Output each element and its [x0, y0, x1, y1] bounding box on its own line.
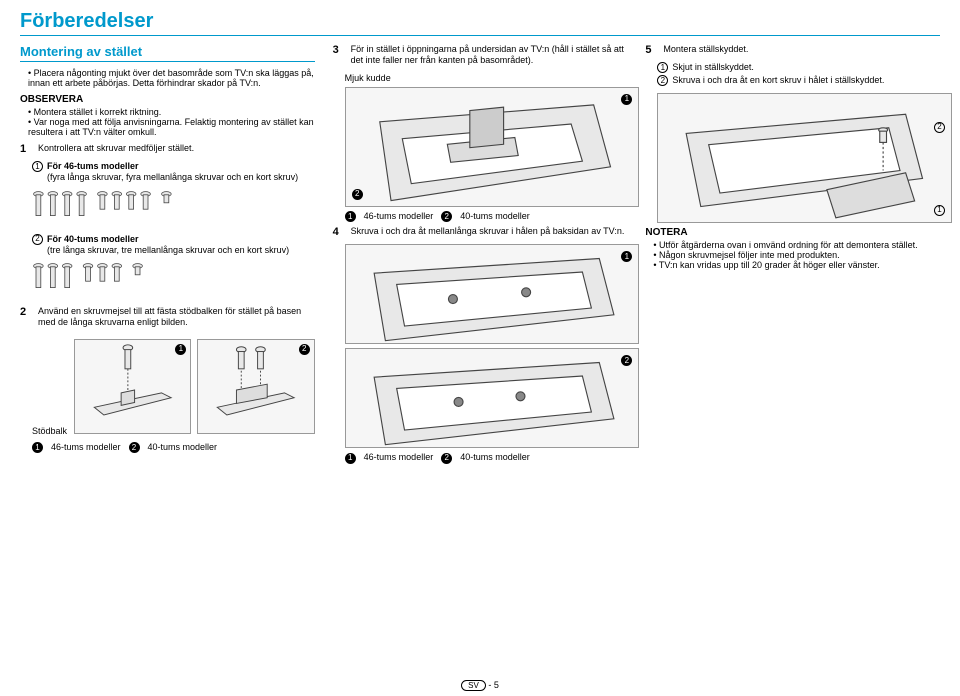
- step-1a-label: För 46-tums modeller: [47, 161, 139, 171]
- step-1b-desc: (tre långa skruvar, tre mellanlånga skru…: [47, 245, 289, 255]
- step2-diagram-row: Stödbalk 1 2: [32, 335, 315, 438]
- observera-bullet-1: Montera stället i korrekt riktning.: [28, 107, 315, 117]
- step-1a-desc: (fyra långa skruvar, fyra mellanlånga sk…: [47, 172, 298, 182]
- column-2: 3 För in stället i öppningarna på unders…: [333, 44, 628, 468]
- step-5: 5 Montera ställskyddet.: [645, 44, 940, 56]
- step-5-sub: 1 Skjut in ställskyddet. 2 Skruva i och dr…: [645, 62, 940, 87]
- notera-1: Utför åtgärderna ovan i omvänd ordning f…: [653, 240, 940, 250]
- observera-bullet-2: Var noga med att följa anvisningarna. Fe…: [28, 117, 315, 137]
- filled-2: 2: [299, 344, 310, 355]
- observera-label: OBSERVERA: [20, 94, 315, 105]
- s5-sub1: Skjut in ställskyddet.: [672, 62, 754, 73]
- step-1b-label: För 40-tums modeller: [47, 234, 139, 244]
- diagram-step5: 2 1: [657, 93, 952, 223]
- s5-sub2: Skruva i och dra åt en kort skruv i håle…: [672, 75, 884, 86]
- intro-bullet-1: Placera någonting mjukt över det basområ…: [28, 68, 315, 88]
- step-2-text: Använd en skruvmejsel till att fästa stö…: [38, 306, 315, 329]
- screws-46-svg: [32, 190, 208, 222]
- page-title: Förberedelser: [20, 10, 940, 36]
- intro-bullets: Placera någonting mjukt över det basområ…: [20, 68, 315, 88]
- step-2: 2 Använd en skruvmejsel till att fästa s…: [20, 306, 315, 329]
- step-3: 3 För in stället i öppningarna på unders…: [333, 44, 628, 67]
- d3-2: 2: [352, 189, 363, 200]
- notera-bullets: Utför åtgärderna ovan i omvänd ordning f…: [645, 240, 940, 270]
- d5-1: 1: [934, 205, 945, 216]
- filled-1: 1: [175, 344, 186, 355]
- cap-filled-1: 1: [32, 442, 43, 453]
- step2-caption: 1 46-tums modeller 2 40-tums modeller: [32, 442, 315, 454]
- screws-46: [32, 190, 315, 224]
- content-columns: Montering av stället Placera någonting m…: [20, 44, 940, 468]
- step-5-num: 5: [645, 44, 657, 56]
- cap-40: 40-tums modeller: [148, 442, 218, 452]
- footer-code: SV: [461, 680, 486, 691]
- step-1: 1 Kontrollera att skruvar medföljer stäl…: [20, 143, 315, 155]
- notera-3: TV:n kan vridas upp till 20 grader åt hö…: [653, 260, 940, 270]
- step-4-num: 4: [333, 226, 345, 238]
- screws-40-svg: [32, 262, 176, 294]
- diagram-step2-a: 1: [74, 339, 191, 434]
- step-5-text: Montera ställskyddet.: [663, 44, 940, 56]
- callout-2: 2: [32, 234, 43, 245]
- s5-sub1-num: 1: [657, 62, 668, 73]
- step-1a: 1 För 46-tums modeller (fyra långa skruv…: [20, 161, 315, 184]
- column-3: 5 Montera ställskyddet. 1 Skjut in ställs…: [645, 44, 940, 468]
- step-3-text: För in stället i öppningarna på undersid…: [351, 44, 628, 67]
- s5-sub2-num: 2: [657, 75, 668, 86]
- notera-2: Någon skruvmejsel följer inte med produk…: [653, 250, 940, 260]
- step-2-num: 2: [20, 306, 32, 329]
- step-1b: 2 För 40-tums modeller (tre långa skruva…: [20, 234, 315, 257]
- step-4: 4 Skruva i och dra åt mellanlånga skruva…: [333, 226, 628, 238]
- diagram-step2-b: 2: [197, 339, 314, 434]
- subtitle: Montering av stället: [20, 44, 315, 62]
- step-1-text: Kontrollera att skruvar medföljer ställe…: [38, 143, 315, 155]
- step-1-num: 1: [20, 143, 32, 155]
- screws-40: [32, 262, 315, 296]
- column-1: Montering av stället Placera någonting m…: [20, 44, 315, 468]
- mjuk-label: Mjuk kudde: [345, 73, 628, 83]
- callout-1: 1: [32, 161, 43, 172]
- diagram-step3: 1 2: [345, 87, 640, 207]
- cap-filled-2: 2: [129, 442, 140, 453]
- step-3-num: 3: [333, 44, 345, 67]
- cap-46: 46-tums modeller: [51, 442, 121, 452]
- diagram-step4-b: 2: [345, 348, 640, 448]
- d3-1: 1: [621, 94, 632, 105]
- d5-2: 2: [934, 122, 945, 133]
- stodbalk-label: Stödbalk: [32, 426, 68, 436]
- footer-page: 5: [494, 680, 499, 690]
- footer: SV - 5: [0, 680, 960, 690]
- step-4-text: Skruva i och dra åt mellanlånga skruvar …: [351, 226, 628, 238]
- observera-bullets: Montera stället i korrekt riktning. Var …: [20, 107, 315, 137]
- diagram-step4-a: 1: [345, 244, 640, 344]
